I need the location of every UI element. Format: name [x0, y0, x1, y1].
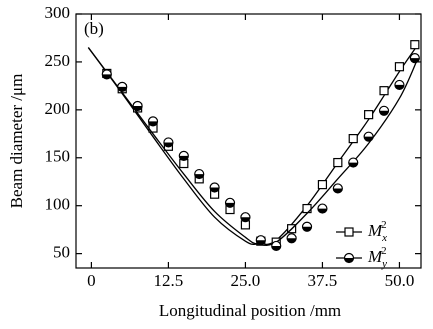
data-point — [209, 182, 220, 193]
data-point — [132, 100, 143, 112]
x-axis-label: Longitudinal position /mm — [159, 301, 341, 320]
legend-sup: 2 — [381, 245, 387, 257]
data-point — [363, 131, 374, 142]
x-tick-label: 0 — [87, 271, 96, 290]
marker-half — [271, 245, 281, 251]
data-point — [147, 116, 159, 127]
data-point — [394, 79, 405, 91]
data-point — [286, 233, 297, 244]
data-point — [364, 110, 374, 120]
x-tick-label: 37.5 — [308, 271, 338, 290]
marker-square — [333, 157, 343, 168]
data-point — [378, 105, 390, 116]
data-point — [301, 221, 313, 232]
marker-half — [102, 74, 112, 79]
fit-curve — [87, 47, 419, 246]
y-tick-label: 50 — [53, 243, 70, 262]
marker-square — [317, 180, 328, 190]
marker-half — [225, 202, 235, 208]
legend-label: My2 — [367, 245, 387, 270]
y-tick-label: 250 — [45, 51, 71, 70]
marker-square — [410, 40, 420, 50]
marker-half — [179, 155, 189, 161]
data-point — [224, 197, 236, 208]
y-tick-label: 100 — [45, 195, 71, 214]
data-point — [178, 150, 189, 161]
marker-half — [348, 162, 358, 168]
data-point — [117, 81, 128, 92]
marker-half — [148, 121, 158, 126]
x-tick-label: 12.5 — [154, 271, 184, 290]
y-axis-label: Beam diameter /μm — [7, 74, 26, 209]
data-point — [410, 40, 420, 50]
data-point — [394, 62, 405, 72]
marker-half — [364, 136, 374, 142]
data-point — [271, 240, 282, 252]
data-point — [255, 235, 266, 246]
marker-half — [317, 208, 327, 214]
legend-marker — [344, 227, 354, 237]
marker-half — [379, 110, 389, 116]
data-point — [317, 180, 328, 190]
y-tick-label: 150 — [45, 147, 71, 166]
marker-half — [210, 187, 220, 192]
marker-half — [410, 58, 420, 63]
data-point — [332, 183, 343, 194]
marker-half — [302, 226, 312, 232]
marker-half — [256, 240, 266, 245]
legend-name: M — [367, 221, 383, 240]
data-point — [348, 157, 359, 168]
data-point — [101, 69, 112, 80]
data-point — [163, 137, 174, 148]
panel-label: (b) — [84, 19, 104, 38]
x-tick-label: 25.0 — [231, 271, 261, 290]
data-point — [194, 168, 205, 180]
marker-square — [344, 227, 354, 237]
marker-half — [240, 217, 250, 222]
legend-sub: y — [381, 258, 387, 270]
marker-half — [117, 86, 127, 92]
x-tick-label: 50.0 — [385, 271, 415, 290]
marker-square — [364, 110, 374, 120]
legend-sup: 2 — [381, 219, 387, 231]
data-point — [409, 52, 420, 64]
marker-square — [348, 134, 358, 144]
data-point — [333, 157, 343, 168]
y-tick-label: 200 — [45, 99, 71, 118]
data-point — [317, 203, 328, 214]
marker-half — [163, 142, 173, 147]
marker-square — [379, 86, 389, 96]
data-point — [348, 134, 358, 144]
legend-marker — [343, 252, 355, 264]
marker-square — [394, 62, 405, 72]
marker-half — [194, 174, 204, 179]
marker-half — [344, 258, 354, 263]
legend-name: M — [367, 247, 383, 266]
y-tick-label: 300 — [45, 3, 71, 22]
legend-sub: x — [381, 232, 387, 244]
marker-half — [394, 84, 404, 90]
legend-label: Mx2 — [367, 219, 387, 244]
marker-half — [333, 188, 343, 193]
data-point — [379, 86, 389, 96]
marker-half — [133, 106, 143, 111]
plot-frame — [75, 13, 422, 269]
marker-half — [287, 238, 297, 243]
data-point — [240, 212, 251, 223]
